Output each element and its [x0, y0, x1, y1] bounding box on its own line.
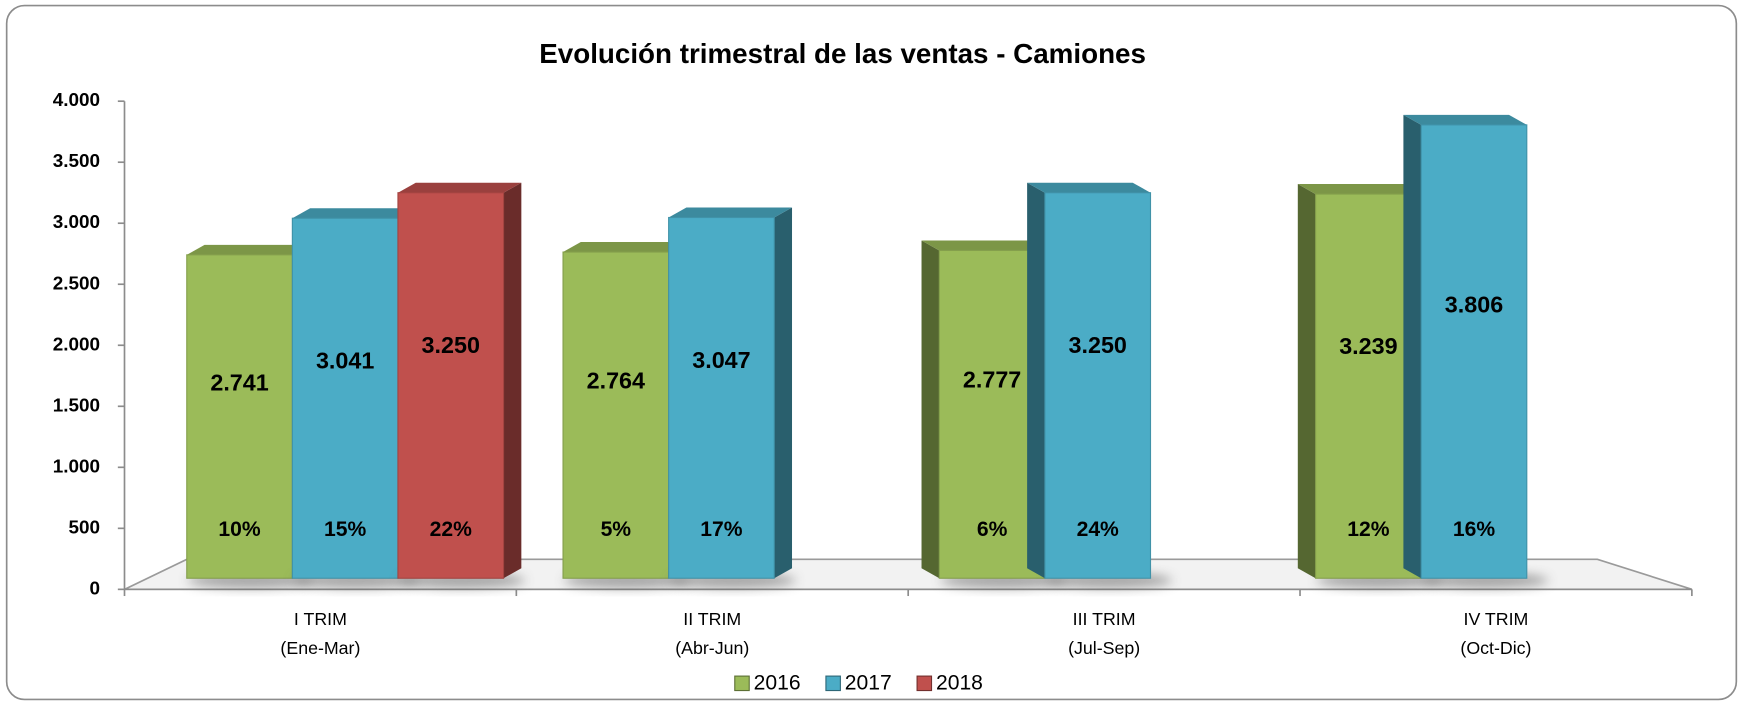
bar	[562, 251, 670, 579]
x-tick-label: III TRIM	[1073, 609, 1136, 629]
growth-label: 17%	[700, 518, 742, 541]
bar-side	[1027, 182, 1045, 579]
value-label: 3.047	[692, 347, 750, 373]
legend-label: 2017	[845, 671, 892, 694]
value-label: 3.806	[1445, 291, 1503, 317]
bar-top	[292, 208, 416, 219]
bar	[668, 216, 775, 579]
y-tick-label: 2.500	[53, 273, 100, 294]
x-tick-label: IV TRIM	[1464, 609, 1529, 629]
bar-top	[397, 182, 522, 193]
chart-title: Evolución trimestral de las ventas - Cam…	[539, 38, 1146, 69]
y-tick-label: 4.000	[53, 90, 100, 111]
bar-side	[921, 240, 940, 579]
x-tick-label: (Ene-Mar)	[280, 638, 360, 658]
bar-top	[1403, 114, 1527, 125]
bar-side	[774, 207, 793, 579]
bar	[1420, 124, 1528, 579]
x-tick-label: (Jul-Sep)	[1068, 638, 1140, 658]
y-tick-label: 1.500	[53, 395, 100, 416]
y-tick-label: 3.500	[53, 151, 100, 172]
x-tick-label: I TRIM	[294, 609, 347, 629]
y-tick-label: 2.000	[53, 334, 100, 355]
bar-side	[1297, 184, 1316, 579]
growth-label: 24%	[1077, 518, 1119, 541]
legend-swatch	[734, 675, 750, 692]
legend-swatch	[825, 675, 841, 692]
bar-top	[668, 207, 793, 218]
bar	[1044, 192, 1152, 579]
bar-top	[186, 244, 311, 255]
bar-top	[563, 242, 687, 253]
y-tick-label: 500	[69, 517, 101, 538]
value-label: 2.777	[963, 367, 1021, 393]
growth-label: 12%	[1347, 518, 1389, 541]
growth-label: 22%	[430, 518, 472, 541]
growth-label: 16%	[1453, 518, 1495, 541]
legend-swatch	[916, 675, 933, 692]
x-tick-label: II TRIM	[683, 609, 741, 629]
bar-side	[1403, 114, 1422, 579]
legend-label: 2016	[754, 671, 801, 694]
value-label: 3.041	[316, 347, 374, 373]
bar	[397, 192, 505, 579]
bar-top	[1027, 182, 1151, 193]
value-label: 3.239	[1339, 333, 1397, 359]
growth-label: 6%	[977, 518, 1008, 541]
y-tick-label: 3.000	[53, 212, 100, 233]
x-tick-label: (Abr-Jun)	[675, 638, 749, 658]
value-label: 2.764	[587, 368, 645, 394]
legend-label: 2018	[936, 671, 983, 694]
growth-label: 5%	[601, 518, 632, 541]
value-label: 3.250	[422, 332, 480, 358]
bar	[291, 217, 399, 579]
bar-top	[921, 240, 1045, 251]
y-tick-label: 1.000	[53, 456, 100, 477]
bar	[186, 254, 293, 579]
bar-top	[1297, 184, 1422, 195]
value-label: 3.250	[1069, 332, 1127, 358]
growth-label: 15%	[324, 518, 366, 541]
x-tick-label: (Oct-Dic)	[1460, 638, 1531, 658]
bar-side	[503, 182, 522, 579]
value-label: 2.741	[210, 369, 268, 395]
y-tick-label: 0	[90, 578, 101, 599]
growth-label: 10%	[218, 518, 260, 541]
